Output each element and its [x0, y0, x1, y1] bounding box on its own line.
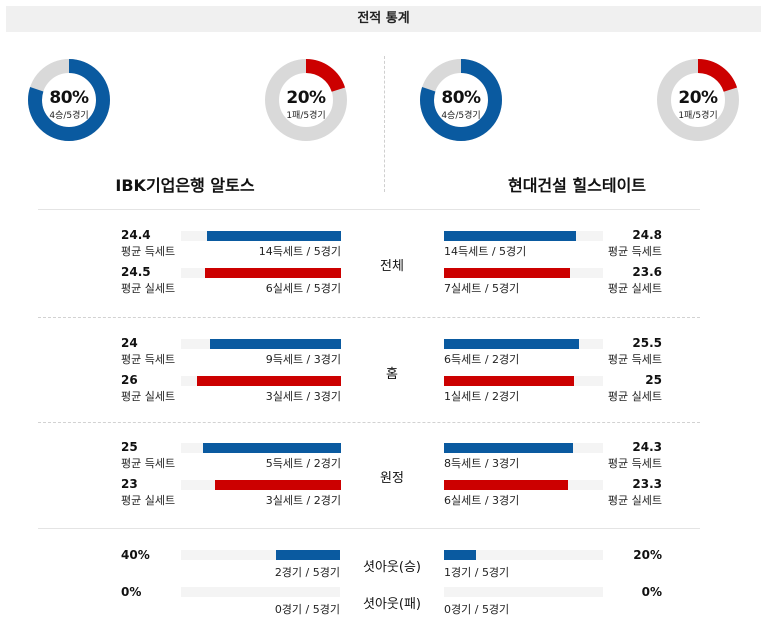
left-stat-value: 24.4 [121, 228, 151, 242]
left-stat-value: 25 [121, 440, 138, 454]
right-loss-donut-caption: 1패/5경기 [678, 111, 718, 121]
left-stat-detail: 6실세트 / 5경기 [265, 282, 341, 295]
right-stat-detail: 14득세트 / 5경기 [444, 245, 527, 258]
left-bar-fill [210, 339, 341, 349]
shutout-right-value: 20% [633, 548, 662, 562]
right-bar-fill [444, 376, 574, 386]
left-stat-value: 24 [121, 336, 138, 350]
right-loss-donut-ring [657, 59, 739, 141]
right-stat-value: 25 [645, 373, 662, 387]
left-stat-detail: 3실세트 / 3경기 [265, 390, 341, 403]
left-win-donut-caption: 4승/5경기 [49, 111, 89, 121]
left-win-donut: 80% 4승/5경기 [27, 58, 111, 142]
left-win-donut-ring [28, 59, 110, 141]
left-stat-value: 26 [121, 373, 138, 387]
right-stat-value: 25.5 [632, 336, 662, 350]
right-win-donut: 80% 4승/5경기 [419, 58, 503, 142]
left-loss-donut-percent: 20% [286, 88, 326, 108]
right-stat-value: 24.3 [632, 440, 662, 454]
shutout-left-fill [276, 550, 340, 560]
shutout-right-track [444, 587, 603, 597]
shutout-left-track [181, 587, 340, 597]
right-stat-label: 평균 득세트 [607, 353, 662, 366]
left-stat-label: 평균 실세트 [121, 282, 176, 295]
left-bar-fill [197, 376, 341, 386]
shutout-label-0: 셧아웃(승) [363, 560, 421, 575]
shutout-label-1: 셧아웃(패) [363, 597, 421, 612]
right-bar-fill [444, 231, 576, 241]
right-bar-fill [444, 480, 568, 490]
shutout-left-value: 0% [121, 585, 142, 599]
left-bar-fill [215, 480, 341, 490]
left-stat-label: 평균 득세트 [121, 353, 176, 366]
right-team-name: 현대건설 힐스테이트 [507, 176, 647, 195]
left-win-donut-arc [28, 59, 110, 141]
right-bar-fill [444, 268, 570, 278]
right-stat-label: 평균 실세트 [607, 390, 662, 403]
right-stat-detail: 6득세트 / 2경기 [444, 353, 520, 366]
divider-solid [38, 528, 700, 529]
left-stat-detail: 5득세트 / 2경기 [265, 457, 341, 470]
right-stat-label: 평균 실세트 [607, 282, 662, 295]
right-bar-fill [444, 443, 573, 453]
right-win-donut-percent: 80% [441, 88, 481, 108]
right-loss-donut-arc [657, 59, 739, 141]
shutout-right-value: 0% [641, 585, 662, 599]
right-stat-value: 23.3 [632, 477, 662, 491]
shutout-right-track [444, 550, 603, 560]
section-label-1: 홈 [386, 367, 398, 382]
section-label-0: 전체 [380, 259, 404, 274]
left-loss-donut-caption: 1패/5경기 [286, 111, 326, 121]
shutout-left-track [181, 550, 340, 560]
divider-dash [38, 317, 700, 318]
right-bar-fill [444, 339, 579, 349]
left-stat-label: 평균 실세트 [121, 494, 176, 507]
section-header: 전적 통계 [6, 6, 761, 32]
right-win-donut-ring [420, 59, 502, 141]
shutout-right-fill [444, 550, 476, 560]
right-stat-label: 평균 실세트 [607, 494, 662, 507]
left-bar-fill [205, 268, 341, 278]
shutout-left-detail: 0경기 / 5경기 [274, 603, 340, 616]
right-loss-donut-percent: 20% [678, 88, 718, 108]
left-stat-detail: 9득세트 / 3경기 [265, 353, 341, 366]
left-stat-label: 평균 득세트 [121, 245, 176, 258]
right-stat-detail: 7실세트 / 5경기 [444, 282, 520, 295]
right-loss-donut: 20% 1패/5경기 [656, 58, 740, 142]
shutout-right-detail: 1경기 / 5경기 [444, 566, 510, 579]
right-stat-detail: 8득세트 / 3경기 [444, 457, 520, 470]
right-win-donut-caption: 4승/5경기 [441, 111, 481, 121]
left-bar-fill [207, 231, 341, 241]
left-stat-value: 23 [121, 477, 138, 491]
left-stat-detail: 14득세트 / 5경기 [258, 245, 341, 258]
left-loss-donut-ring [265, 59, 347, 141]
left-team-name: IBK기업은행 알토스 [115, 176, 255, 195]
left-bar-fill [203, 443, 341, 453]
left-loss-donut-arc [265, 59, 347, 141]
center-divider [384, 56, 385, 192]
right-stat-label: 평균 득세트 [607, 457, 662, 470]
left-stat-label: 평균 득세트 [121, 457, 176, 470]
divider-dash [38, 422, 700, 423]
right-stat-label: 평균 득세트 [607, 245, 662, 258]
shutout-left-value: 40% [121, 548, 150, 562]
shutout-left-detail: 2경기 / 5경기 [274, 566, 340, 579]
right-stat-value: 24.8 [632, 228, 662, 242]
right-win-donut-arc [420, 59, 502, 141]
right-stat-value: 23.6 [632, 265, 662, 279]
left-win-donut-percent: 80% [49, 88, 89, 108]
section-label-2: 원정 [380, 471, 404, 486]
right-stat-detail: 1실세트 / 2경기 [444, 390, 520, 403]
left-stat-detail: 3실세트 / 2경기 [265, 494, 341, 507]
shutout-right-detail: 0경기 / 5경기 [444, 603, 510, 616]
divider-top [38, 209, 700, 210]
left-stat-value: 24.5 [121, 265, 151, 279]
left-loss-donut: 20% 1패/5경기 [264, 58, 348, 142]
left-stat-label: 평균 실세트 [121, 390, 176, 403]
right-stat-detail: 6실세트 / 3경기 [444, 494, 520, 507]
